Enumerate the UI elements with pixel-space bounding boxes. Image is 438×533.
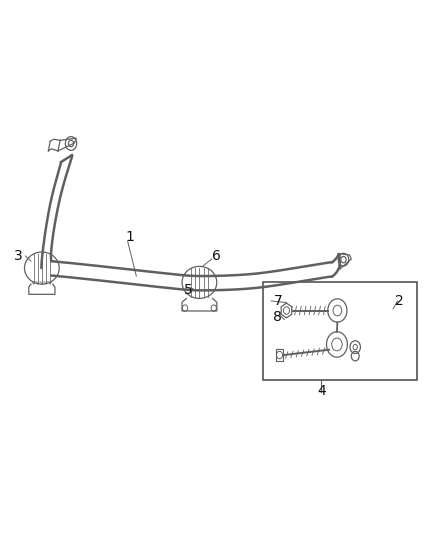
Text: 2: 2	[395, 294, 404, 308]
Text: 6: 6	[212, 249, 221, 263]
Text: 5: 5	[184, 284, 193, 297]
Text: 1: 1	[125, 230, 134, 244]
Bar	[262, 282, 417, 381]
Text: 3: 3	[14, 249, 22, 263]
Text: 4: 4	[317, 384, 325, 398]
Text: 7: 7	[273, 294, 282, 308]
Bar	[276, 349, 283, 361]
Text: 8: 8	[273, 310, 282, 324]
